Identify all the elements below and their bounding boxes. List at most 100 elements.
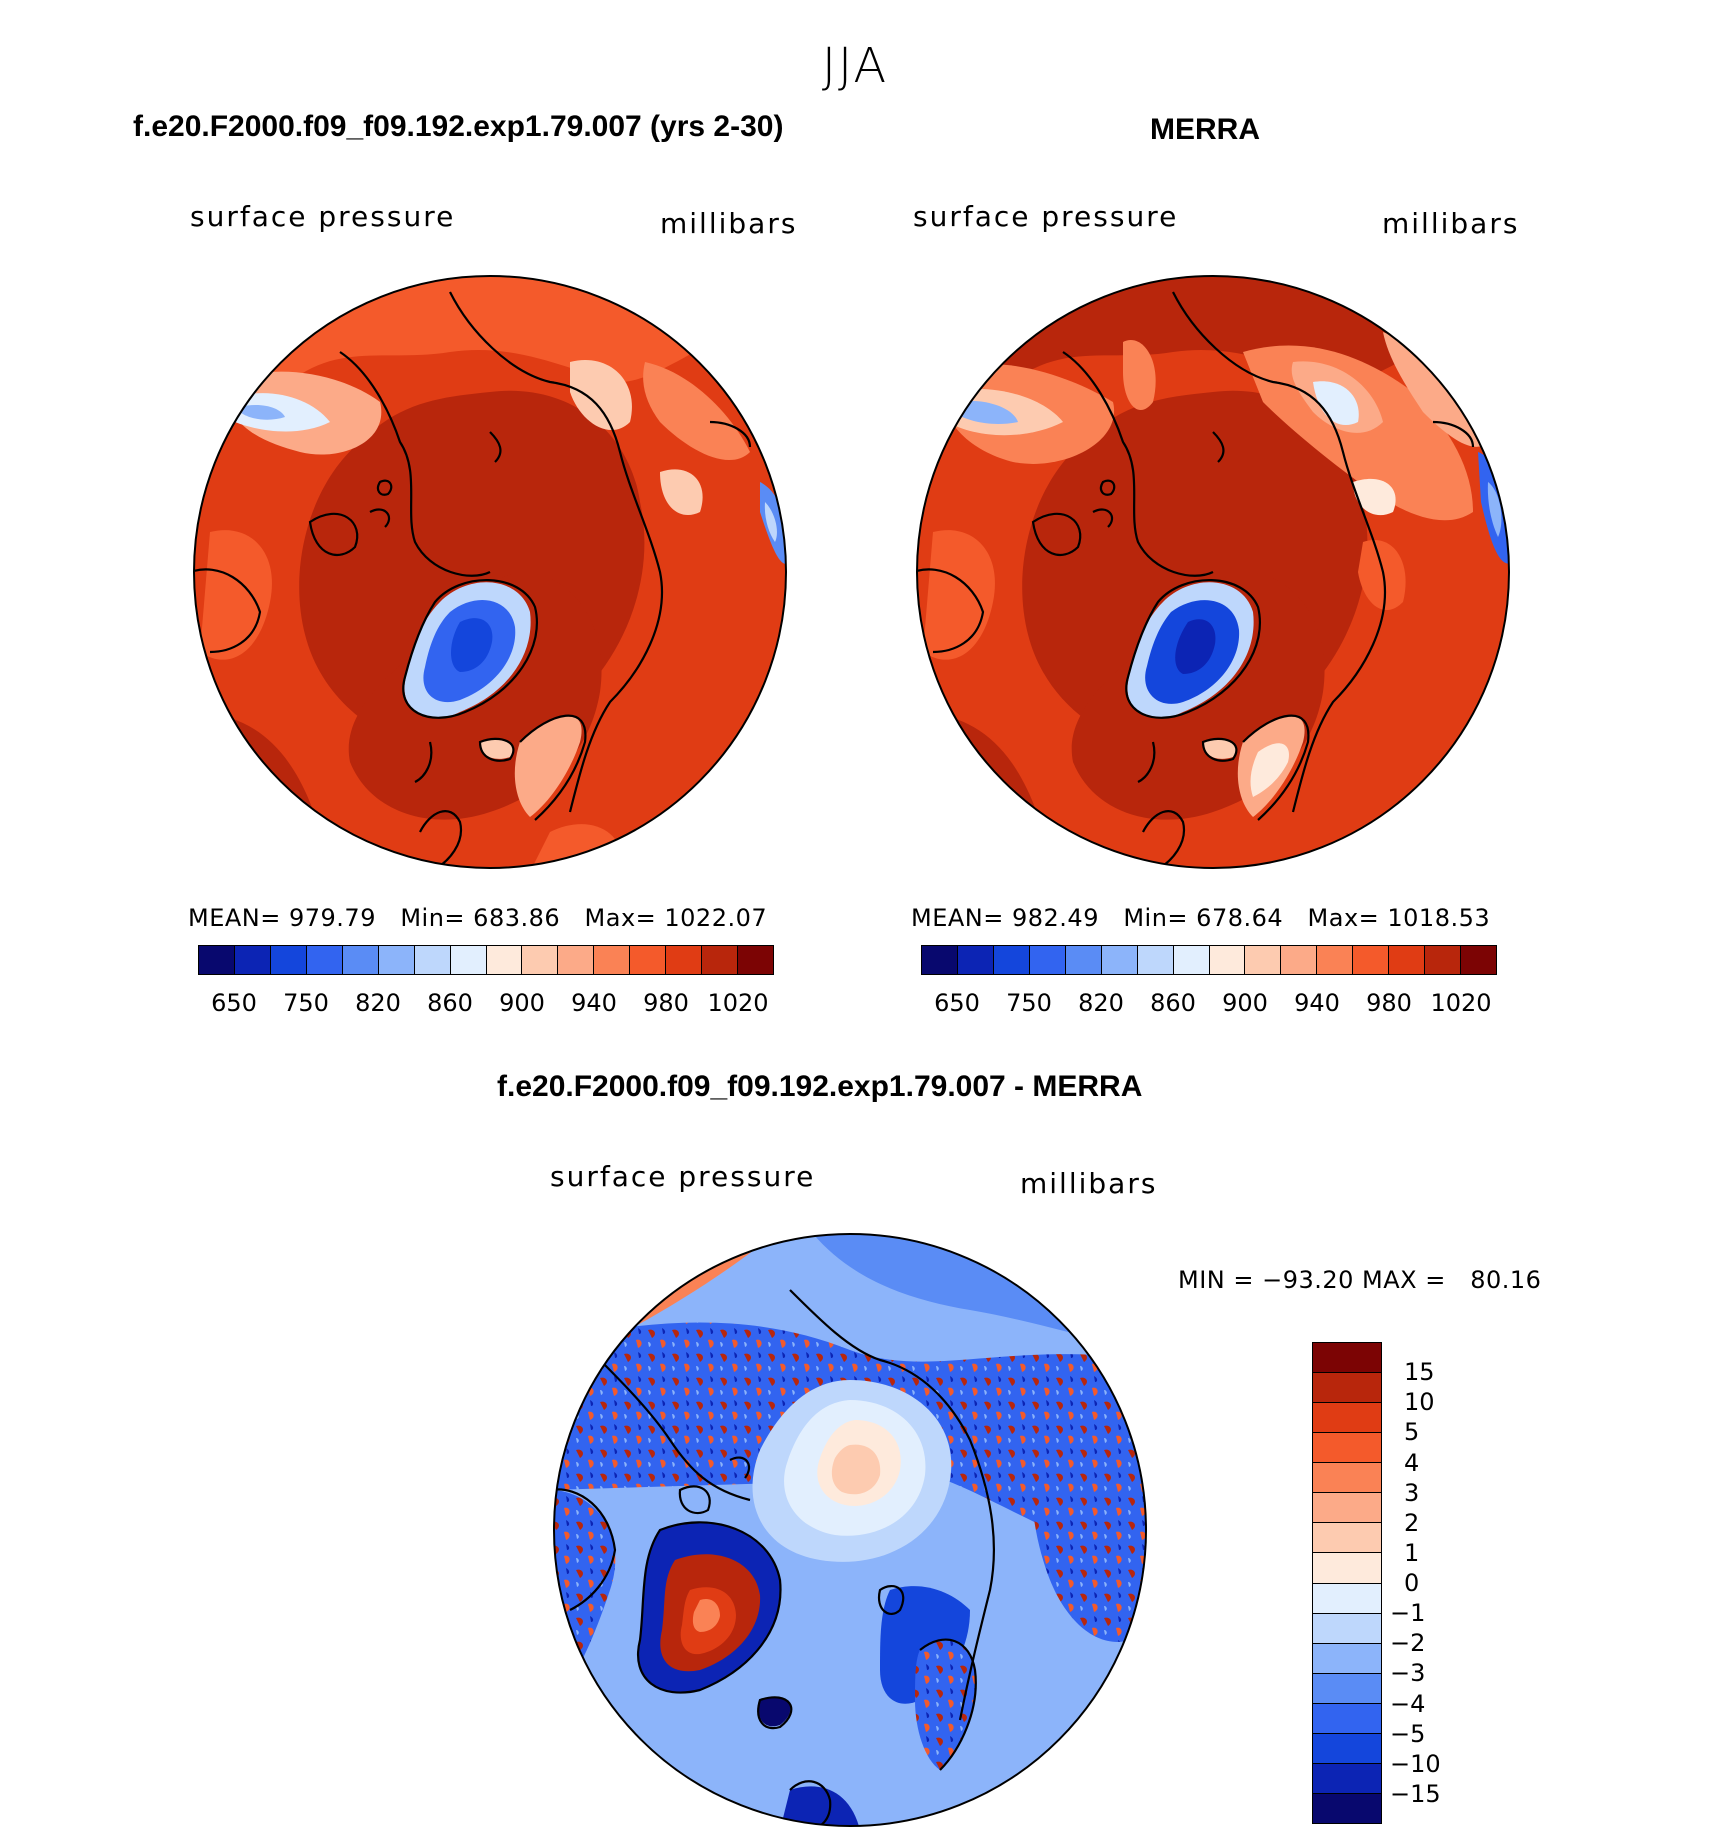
colorbar-swatch <box>702 946 739 974</box>
colorbar-swatch <box>1313 1403 1381 1434</box>
colorbar-swatch <box>957 946 994 974</box>
colorbar-tick-label: 1 <box>1404 1538 1420 1567</box>
stats-model: MEAN= 979.79 Min= 683.86 Max= 1022.07 <box>188 904 768 932</box>
panel-title-merra: MERRA <box>1150 113 1260 146</box>
colorbar-model <box>198 945 774 975</box>
stats-merra: MEAN= 982.49 Min= 678.64 Max= 1018.53 <box>911 904 1491 932</box>
colorbar-swatch <box>1313 1613 1381 1644</box>
colorbar-swatch <box>1317 946 1354 974</box>
colorbar-swatch <box>1313 1793 1381 1823</box>
colorbar-tick-label: 980 <box>1366 989 1412 1017</box>
colorbar-swatch <box>342 946 379 974</box>
colorbar-tick-label: 820 <box>1078 989 1124 1017</box>
colorbar-tick-label: −4 <box>1390 1689 1426 1718</box>
colorbar-swatch <box>594 946 631 974</box>
colorbar-tick-label: 940 <box>1294 989 1340 1017</box>
colorbar-tick-label: 5 <box>1404 1418 1420 1447</box>
colorbar-swatch <box>1313 1583 1381 1614</box>
colorbar-swatch <box>558 946 595 974</box>
colorbar-swatch <box>1209 946 1246 974</box>
colorbar-tick-label: 860 <box>427 989 473 1017</box>
colorbar-swatch <box>486 946 523 974</box>
colorbar-swatch <box>922 946 958 974</box>
colorbar-tick-label: 3 <box>1404 1478 1420 1507</box>
polar-map-merra <box>913 272 1513 872</box>
colorbar-ticks-model: 650 750 820 860 900 940 980 1020 <box>198 989 774 1019</box>
polar-map-model <box>190 272 790 872</box>
colorbar-swatch <box>1313 1643 1381 1674</box>
colorbar-swatch <box>270 946 307 974</box>
colorbar-tick-label: 15 <box>1404 1358 1435 1387</box>
colorbar-swatch <box>1101 946 1138 974</box>
variable-label-diff: surface pressure <box>550 1160 816 1193</box>
colorbar-swatch <box>1313 1703 1381 1734</box>
colorbar-tick-label: 900 <box>1222 989 1268 1017</box>
colorbar-swatch <box>1425 946 1462 974</box>
colorbar-swatch <box>993 946 1030 974</box>
page-title: JJA <box>821 38 889 94</box>
colorbar-swatch <box>1029 946 1066 974</box>
colorbar-swatch <box>1313 1373 1381 1404</box>
colorbar-swatch <box>1313 1733 1381 1764</box>
colorbar-swatch <box>1173 946 1210 974</box>
panel-title-diff: f.e20.F2000.f09_f09.192.exp1.79.007 - ME… <box>497 1070 1143 1103</box>
colorbar-swatch <box>738 946 773 974</box>
colorbar-merra <box>921 945 1497 975</box>
colorbar-swatch <box>306 946 343 974</box>
colorbar-tick-label: 1020 <box>1430 989 1492 1017</box>
colorbar-diff <box>1312 1342 1382 1824</box>
colorbar-swatch <box>1137 946 1174 974</box>
colorbar-swatch <box>1389 946 1426 974</box>
colorbar-tick-label: 860 <box>1150 989 1196 1017</box>
colorbar-tick-label: 650 <box>934 989 980 1017</box>
colorbar-tick-label: 1020 <box>707 989 769 1017</box>
colorbar-tick-label: 750 <box>1006 989 1052 1017</box>
colorbar-tick-label: 0 <box>1404 1569 1420 1597</box>
colorbar-swatch <box>450 946 487 974</box>
colorbar-ticks-merra: 650 750 820 860 900 940 980 1020 <box>921 989 1497 1019</box>
colorbar-tick-label: −1 <box>1390 1599 1426 1628</box>
colorbar-tick-label: 750 <box>283 989 329 1017</box>
colorbar-tick-label: −15 <box>1390 1779 1441 1808</box>
colorbar-swatch <box>1245 946 1282 974</box>
colorbar-swatch <box>1313 1433 1381 1464</box>
colorbar-tick-label: −10 <box>1390 1749 1441 1778</box>
colorbar-tick-label: 4 <box>1404 1448 1420 1477</box>
colorbar-swatch <box>522 946 559 974</box>
colorbar-swatch <box>1353 946 1390 974</box>
colorbar-tick-label: −2 <box>1390 1629 1426 1658</box>
colorbar-ticks-diff: 15 10 5 4 3 2 1 0 −1 −2 −3 −4 −5 −10 −15 <box>1390 1342 1470 1824</box>
variable-label-model: surface pressure <box>190 200 456 233</box>
minmax-diff: MIN = −93.20 MAX = 80.16 <box>1178 1266 1542 1294</box>
colorbar-swatch <box>1065 946 1102 974</box>
colorbar-swatch <box>378 946 415 974</box>
colorbar-swatch <box>1313 1493 1381 1524</box>
colorbar-tick-label: 650 <box>211 989 257 1017</box>
colorbar-tick-label: 820 <box>355 989 401 1017</box>
units-label-merra: millibars <box>1382 207 1520 240</box>
colorbar-tick-label: 2 <box>1404 1508 1420 1537</box>
colorbar-swatch <box>199 946 235 974</box>
colorbar-swatch <box>1313 1343 1381 1374</box>
colorbar-tick-label: 980 <box>643 989 689 1017</box>
colorbar-tick-label: −5 <box>1390 1719 1426 1748</box>
colorbar-swatch <box>1313 1463 1381 1494</box>
colorbar-swatch <box>414 946 451 974</box>
colorbar-tick-label: 900 <box>499 989 545 1017</box>
panel-title-model: f.e20.F2000.f09_f09.192.exp1.79.007 (yrs… <box>133 110 784 143</box>
units-label-model: millibars <box>660 207 798 240</box>
colorbar-swatch <box>666 946 703 974</box>
colorbar-swatch <box>234 946 271 974</box>
colorbar-tick-label: 940 <box>571 989 617 1017</box>
colorbar-tick-label: −3 <box>1390 1659 1426 1688</box>
colorbar-swatch <box>1313 1673 1381 1704</box>
units-label-diff: millibars <box>1020 1167 1158 1200</box>
colorbar-swatch <box>630 946 667 974</box>
colorbar-swatch <box>1313 1553 1381 1584</box>
variable-label-merra: surface pressure <box>913 200 1179 233</box>
colorbar-tick-label: 10 <box>1404 1388 1435 1417</box>
polar-map-diff <box>550 1230 1150 1830</box>
colorbar-swatch <box>1281 946 1318 974</box>
colorbar-swatch <box>1313 1763 1381 1794</box>
colorbar-swatch <box>1313 1523 1381 1554</box>
